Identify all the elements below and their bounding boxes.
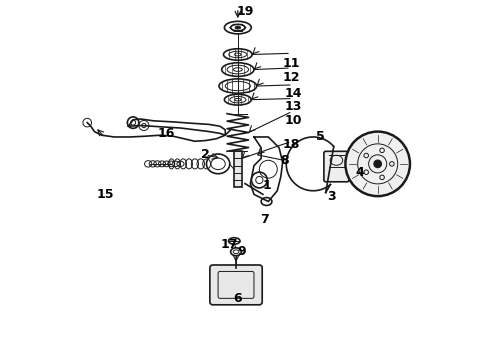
FancyBboxPatch shape [234,151,242,187]
Text: 15: 15 [97,188,114,201]
FancyBboxPatch shape [324,151,349,182]
Text: 17: 17 [220,238,238,251]
Circle shape [374,160,382,168]
Text: 3: 3 [327,190,335,203]
Text: 16: 16 [157,127,175,140]
Ellipse shape [235,26,241,29]
Text: 19: 19 [236,5,254,18]
Text: 6: 6 [234,292,242,305]
FancyBboxPatch shape [210,265,262,305]
Text: 7: 7 [260,213,269,226]
Text: 14: 14 [285,87,302,100]
Text: 12: 12 [283,71,300,84]
Text: 4: 4 [355,166,364,179]
Text: 5: 5 [316,130,325,144]
Text: 2: 2 [201,148,210,161]
Text: 1: 1 [262,179,271,192]
Text: 18: 18 [283,138,300,150]
Text: 8: 8 [280,154,289,167]
Circle shape [345,132,410,196]
Text: 11: 11 [283,57,300,70]
Text: 10: 10 [285,114,302,127]
Text: 9: 9 [237,245,245,258]
Text: 13: 13 [285,100,302,113]
